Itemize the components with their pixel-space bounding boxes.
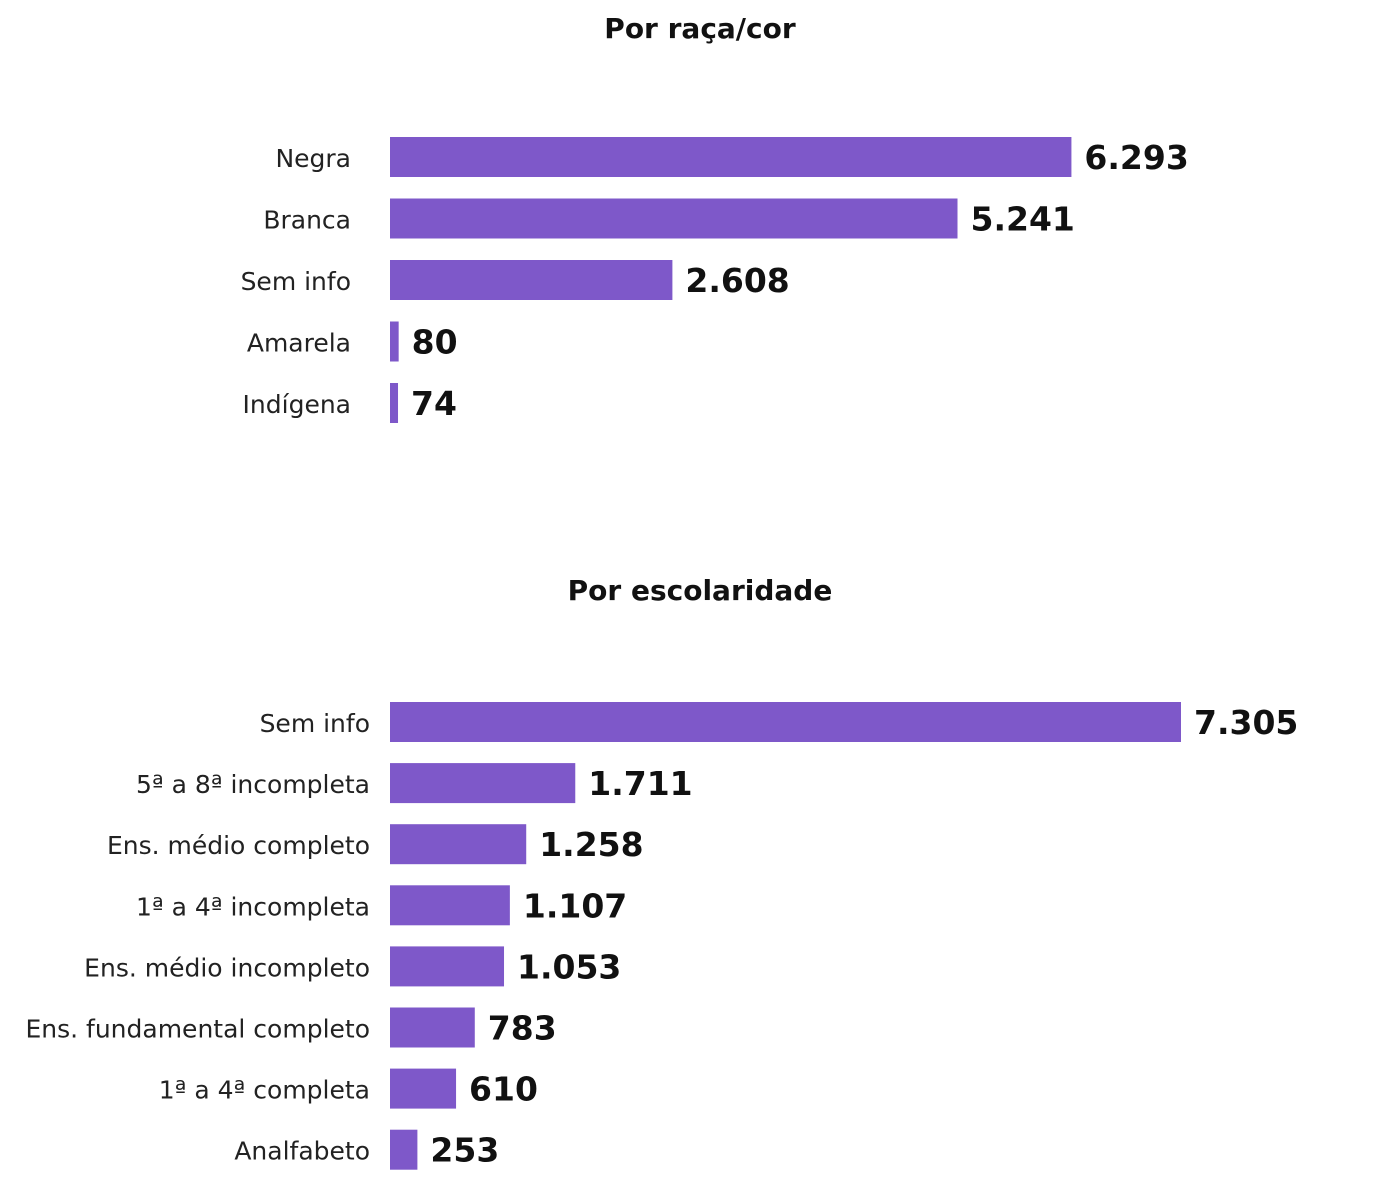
bar-chart-2: Por escolaridade Sem info 7.305 5ª a 8ª inc… [25,574,1298,1170]
bar-chart-1: Por raça/cor Negra 6.293 Branca 5.241 Sem inf… [241,12,1189,423]
value-label: 610 [469,1070,538,1109]
value-label: 1.053 [517,947,621,986]
category-label: Ens. médio completo [107,831,370,860]
category-label: 5ª a 8ª incompleta [136,770,370,799]
category-label: Analfabeto [234,1137,370,1166]
chart-title: Por escolaridade [568,574,833,607]
bar [390,1007,475,1048]
category-label: Ens. médio incompleto [84,953,370,982]
category-label: Amarela [247,329,351,358]
bar [390,1068,457,1109]
value-label: 7.305 [1194,703,1298,742]
bar [390,824,527,865]
bar [390,763,576,804]
category-label: 1ª a 4ª completa [159,1076,370,1105]
category-label: Negra [275,144,351,173]
category-label: Ens. fundamental completo [25,1015,370,1044]
bar [390,321,399,362]
bar [390,137,1072,177]
value-label: 5.241 [971,200,1075,239]
chart-title: Por raça/cor [604,12,796,45]
value-label: 783 [488,1009,557,1048]
category-label: Branca [263,206,351,235]
value-label: 253 [430,1131,499,1170]
bar [390,260,673,300]
category-label: Sem info [241,267,351,296]
bar [390,383,399,423]
value-label: 1.107 [523,886,627,925]
value-label: 74 [411,384,457,423]
category-label: 1ª a 4ª incompleta [136,892,370,921]
bar [390,946,505,987]
value-label: 80 [412,323,458,362]
bar [390,198,958,239]
category-label: Sem info [260,709,370,738]
bar [390,702,1181,742]
value-label: 1.258 [539,825,643,864]
value-label: 2.608 [685,261,789,300]
value-label: 6.293 [1084,138,1188,177]
bar [390,885,510,926]
bar [390,1129,418,1170]
value-label: 1.711 [588,764,692,803]
category-label: Indígena [243,390,351,419]
